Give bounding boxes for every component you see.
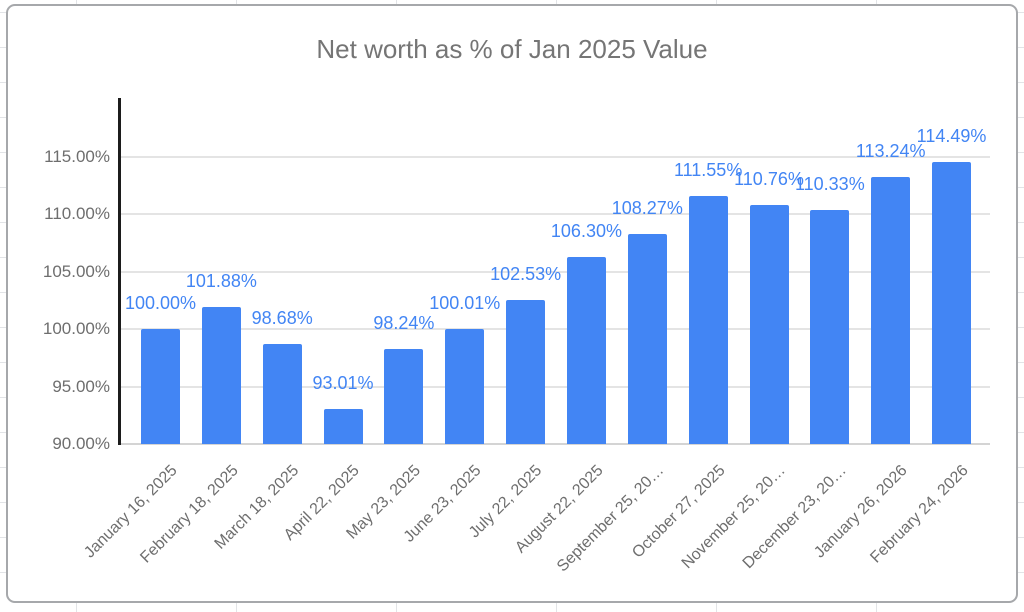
bar-value-label: 110.33% [794, 174, 865, 195]
bar[interactable] [688, 196, 728, 444]
bar[interactable] [262, 344, 302, 444]
bar[interactable] [323, 409, 363, 444]
gridline [119, 213, 990, 215]
gridline [119, 155, 990, 158]
y-axis-label: 95.00% [52, 376, 110, 396]
bar[interactable] [627, 233, 667, 444]
bar[interactable] [932, 162, 972, 444]
y-axis-label: 115.00% [44, 146, 110, 166]
bar[interactable] [749, 205, 789, 444]
bar[interactable] [566, 256, 606, 444]
bar[interactable] [141, 329, 180, 444]
bar[interactable] [445, 328, 485, 444]
bar-value-label: 114.49% [916, 126, 987, 147]
bar-value-label: 100.00% [124, 293, 197, 313]
gridline [119, 270, 990, 273]
bar-value-label: 113.24% [855, 140, 926, 161]
x-axis-label: September 25, 20… [554, 462, 668, 576]
y-axis-label: 110.00% [44, 204, 110, 223]
x-axis-label: November 25, 20… [678, 462, 790, 573]
y-axis-line [117, 98, 121, 445]
bar[interactable] [384, 349, 424, 444]
chart-container[interactable]: Net worth as % of Jan 2025 Value 115.00%… [6, 4, 1018, 603]
bar-value-label: 108.27% [611, 197, 683, 218]
bar-value-label: 102.53% [490, 263, 562, 284]
bar-value-label: 101.88% [185, 271, 257, 292]
bar[interactable] [810, 210, 850, 444]
x-axis-baseline [119, 443, 990, 445]
x-axis-label: December 23, 20… [739, 462, 850, 573]
bar-value-label: 98.24% [373, 313, 435, 334]
bar[interactable] [871, 176, 911, 444]
bar-value-label: 111.55% [673, 160, 743, 181]
y-axis-label: 90.00% [52, 434, 110, 453]
gridline [119, 328, 990, 330]
plot-area: 115.00% 110.00% 105.00% 100.00% 95.00% 90.00%… [8, 6, 1016, 601]
bar-value-label: 98.68% [251, 308, 313, 329]
bar-value-label: 110.76% [734, 169, 804, 190]
y-axis-label: 105.00% [42, 261, 110, 281]
bar[interactable] [506, 299, 546, 444]
bar-value-label: 100.01% [429, 292, 501, 313]
bar[interactable] [201, 307, 241, 444]
bar-value-label: 106.30% [550, 220, 622, 241]
chart-title: Net worth as % of Jan 2025 Value [316, 34, 708, 64]
bar-value-label: 93.01% [312, 373, 374, 394]
gridline [119, 385, 990, 388]
y-axis-label: 100.00% [42, 319, 110, 338]
